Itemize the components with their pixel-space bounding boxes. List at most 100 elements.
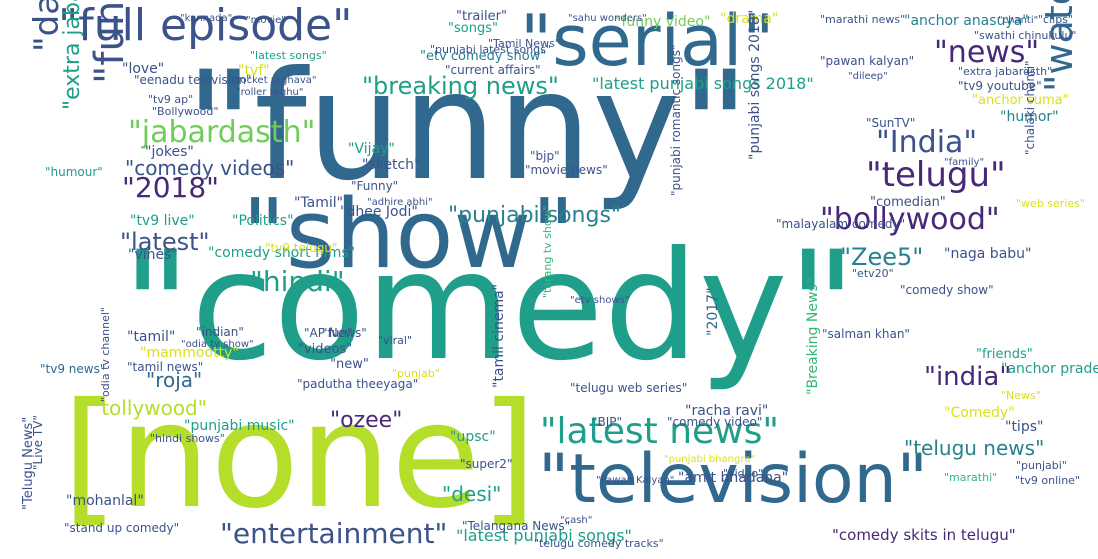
cloud-word: "SunTV" [866,116,916,130]
cloud-word: "punjabi bhangra" [664,454,756,465]
cloud-word: "India" [876,125,978,160]
cloud-word: "comedy show" [900,283,994,297]
cloud-word: "tv9 online" [1015,474,1080,487]
cloud-word: "tarang tv show" [541,205,554,298]
cloud-word: [none] [62,372,537,541]
cloud-word: "entertainment" [220,517,448,550]
cloud-word: "television" [538,440,928,519]
cloud-word: "padutha theeyaga" [297,377,419,391]
cloud-word: "tamil news" [127,360,204,374]
cloud-word: "telugu web series" [570,381,688,395]
cloud-word: "telugu comedy tracks" [534,537,664,550]
cloud-word: "racha ravi" [685,403,769,419]
cloud-word: "movie news" [525,163,608,177]
cloud-word: "2018" [122,171,220,204]
cloud-word: "super2" [460,457,513,471]
cloud-word: "chalaki chanti" [1023,60,1037,155]
cloud-word: "videos" [298,342,353,357]
cloud-word: "Funny" [351,179,399,193]
cloud-word: "News" [1001,389,1041,402]
cloud-word: "funny video" [615,14,711,30]
cloud-word: "fun" [322,326,353,340]
cloud-word: "tamil cinema" [491,283,507,388]
cloud-word: "punjabi romantic songs" [669,44,683,197]
cloud-word: "funny" [185,40,750,214]
cloud-word: "BJP" [592,415,623,429]
cloud-word: "web series" [1016,197,1085,210]
cloud-word: "comedian" [870,195,946,210]
cloud-word: "etv comedy show" [420,49,547,64]
cloud-word: "2017" [705,287,721,336]
cloud-word: "naga babu" [944,246,1032,262]
cloud-word: "odia tv channel" [99,307,112,402]
cloud-word: "comedy skits in telugu" [832,526,1016,544]
cloud-word: "mohanlal" [66,493,144,509]
cloud-word: "pawan kalyan" [820,54,915,68]
cloud-word: "latest punjabi songs" [456,526,632,545]
cloud-word: "breaking news" [362,72,559,100]
cloud-word: "kannada" [180,13,233,24]
cloud-word: "cash" [560,515,593,526]
cloud-word: "adhire abhi" [367,197,433,208]
cloud-word: "tv9 live" [130,213,195,229]
cloud-word: "show" [242,180,575,290]
cloud-word: "sahu wonders" [568,13,647,24]
cloud-word: "punjab" [392,367,440,380]
cloud-word: "tollywood" [92,396,207,420]
cloud-word: "marathi" [944,471,998,484]
cloud-word: "punjabi songs" [448,203,622,228]
cloud-word: "friends" [976,347,1033,362]
cloud-word: "telugu" [866,155,1006,195]
cloud-word: "rocket raghava" [232,75,317,86]
cloud-word: "eenadu television" [134,73,252,87]
cloud-word: "mammootty" [140,345,239,361]
cloud-word: "sketch" [362,157,421,173]
cloud-word: "latest songs" [250,49,327,62]
cloud-word: "latest news" [540,411,779,452]
cloud-word: "Tamil News" [488,37,560,50]
cloud-word: "dileep" [848,71,888,82]
cloud-word: "tv9 telugu" [265,241,338,255]
cloud-word: "Pawan Kalyan" [596,475,675,486]
cloud-word: "love" [122,61,165,77]
cloud-word: "hindi shows" [150,432,225,445]
cloud-word: "serial" [520,0,775,82]
cloud-word: "malayalam comedy" [776,217,906,231]
cloud-word: "Live TV" [31,415,45,470]
cloud-word: "telugu news" [904,436,1045,460]
cloud-word: "news" [934,35,1040,70]
cloud-word: "bjp" [530,149,560,163]
cloud-word: "upsc" [450,429,496,445]
cloud-word: "swathi chinukulu" [974,29,1077,42]
cloud-word: "latest punjabi songs 2018" [592,74,814,93]
cloud-word: "Tamil" [294,195,344,211]
cloud-word: "humour" [45,165,103,179]
cloud-word: "tamil" [127,329,176,345]
cloud-word: "vines" [128,247,178,263]
cloud-word: "punjabi songs 2018" [747,9,763,160]
cloud-word: "india" [924,362,1012,392]
cloud-word: "AP News" [304,326,367,340]
cloud-word: "Vijay" [348,141,395,157]
cloud-word: "Bollywood" [152,105,219,118]
cloud-word: "tv9 news" [40,362,106,376]
cloud-word: "comedy" [122,220,857,394]
cloud-word: "current affairs" [445,63,541,77]
cloud-word: "new" [330,357,369,372]
cloud-word: "comedy video" [667,415,763,429]
cloud-word: "tv9 ap" [148,93,194,106]
cloud-word: "latest" [120,228,210,256]
cloud-word: "viral" [378,334,413,347]
cloud-word: "full episode" [58,0,353,51]
cloud-word: "bollywood" [820,202,1000,237]
cloud-word: "movie" [246,15,286,26]
cloud-word: "indian" [196,325,244,339]
cloud-word: "stand up comedy" [64,521,180,535]
cloud-word: "punjabi music" [184,418,295,434]
cloud-word: "Politics" [232,213,294,229]
cloud-word: "clips" [1038,13,1073,26]
cloud-word: "etv20" [852,267,894,280]
cloud-word: "tvf" [238,63,270,79]
cloud-word: "extra jabardasth" [60,0,85,110]
